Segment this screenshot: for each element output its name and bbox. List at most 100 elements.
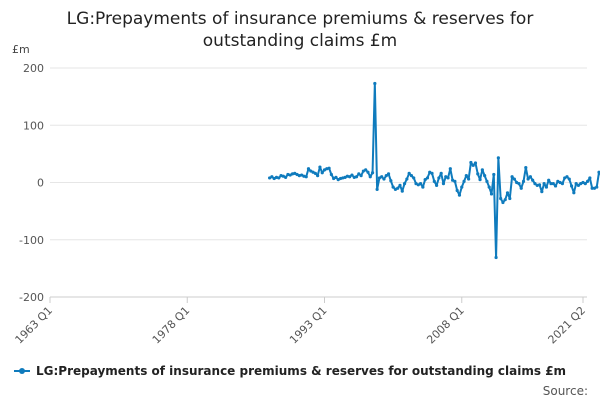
data-point [398,183,402,187]
data-point [590,186,594,190]
data-point [519,186,523,190]
data-point [469,160,473,165]
data-point [473,161,478,165]
data-point [359,174,363,178]
data-point [521,179,526,183]
data-point [524,166,528,170]
data-point [455,188,459,193]
x-tick-label: 1978 Q1 [150,304,193,347]
data-point [503,198,507,202]
data-point [405,177,409,181]
data-point [277,176,281,180]
data-point [357,172,361,176]
data-point [508,196,512,201]
data-point [304,175,308,179]
x-tick-label: 1963 Q1 [13,304,56,347]
data-point [551,182,555,186]
data-point [512,177,516,181]
chart-title-line-1: LG:Prepayments of insurance premiums & r… [66,9,534,29]
x-tick-label: 2021 Q2 [546,304,589,347]
data-point [354,175,359,179]
data-point [435,183,439,187]
data-point [407,171,411,175]
data-point [588,176,592,180]
y-tick-label: 100 [23,119,44,132]
data-point [572,191,576,195]
data-point [432,179,436,183]
data-point [565,175,569,179]
data-point [505,191,510,195]
data-point [480,168,484,172]
data-point [489,192,494,196]
data-point [542,182,546,186]
data-point [412,176,416,180]
y-tick-label: 200 [23,62,44,75]
data-point [380,175,384,179]
data-point [494,255,498,260]
legend[interactable]: LG:Prepayments of insurance premiums & r… [14,364,566,378]
data-point [567,177,571,181]
data-point [423,178,427,182]
y-tick-label: -200 [19,291,44,304]
data-point [485,179,489,183]
data-point [316,174,320,178]
data-point [375,187,379,191]
data-point [549,182,553,186]
data-point [320,171,324,175]
data-point [350,173,354,177]
data-point [595,185,599,189]
data-point [364,168,368,172]
data-point [409,174,414,178]
data-point [441,182,446,186]
data-point [544,185,549,189]
data-point [531,178,535,182]
data-point [574,182,578,186]
data-point [425,176,430,180]
data-point [306,167,311,171]
data-point [453,179,457,183]
data-point [553,184,558,188]
x-tick-label: 2008 Q1 [424,304,467,347]
data-point [421,185,425,189]
data-point [476,172,480,176]
data-point [533,182,537,186]
data-point [284,175,288,179]
data-point [471,163,475,167]
data-point [501,200,505,205]
source-label: Source: [542,384,588,398]
data-point [334,175,338,179]
data-point [460,185,464,189]
data-point [583,182,587,186]
data-point [457,193,462,197]
data-point [386,172,391,176]
data-point [467,177,471,181]
data-point [329,172,333,177]
data-point [327,166,331,170]
data-point [437,176,441,180]
data-point [547,178,551,182]
data-point [439,171,443,175]
data-point [526,177,530,181]
data-point [464,174,468,178]
y-tick-label: 0 [37,177,44,190]
data-point [402,182,407,186]
data-point [348,175,352,179]
data-point [400,189,404,193]
data-point [496,156,500,160]
data-point [528,175,532,179]
data-point [318,165,322,169]
data-point [560,182,565,186]
data-point [517,182,521,186]
data-point [462,179,466,183]
chart-title: LG:Prepayments of insurance premiums & r… [40,8,560,52]
series-line [269,82,600,259]
data-point [446,176,450,180]
data-point [499,196,503,201]
legend-entry-label: LG:Prepayments of insurance premiums & r… [36,364,567,378]
data-point [368,175,372,179]
data-point [540,190,544,194]
data-point [585,179,590,183]
data-point [382,177,386,181]
data-point [448,167,452,171]
